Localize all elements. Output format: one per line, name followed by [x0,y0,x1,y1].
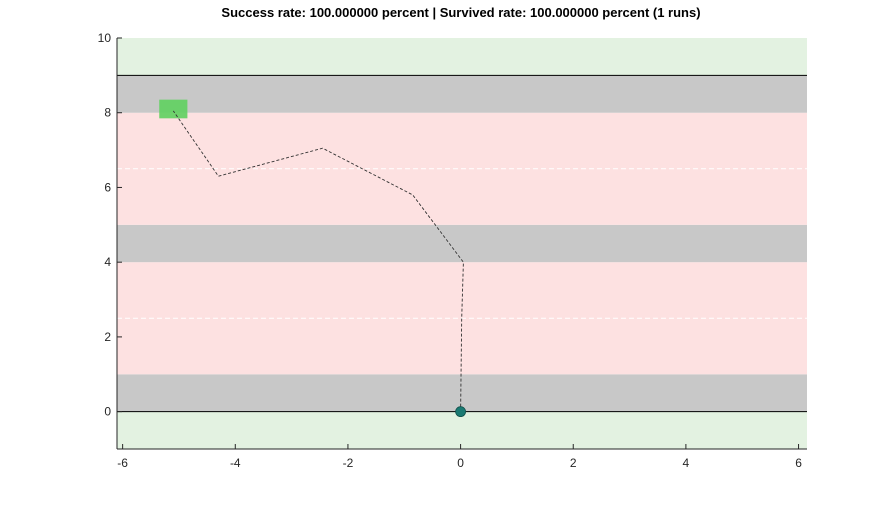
axes: -6 -4 -2 0 2 4 6 0 2 4 6 8 10 [98,31,807,470]
x-tick-label: -6 [117,456,128,470]
goal-marker [159,99,188,119]
y-tick-label: 10 [98,31,112,45]
start-point [455,406,466,418]
x-tick-label: 4 [683,456,690,470]
x-tick-label: 0 [457,456,464,470]
y-tick-label: 4 [104,255,111,269]
y-tick-label: 8 [104,106,111,120]
x-tick-label: 2 [570,456,577,470]
sidewalk-band [117,75,807,113]
background-bands [117,38,807,449]
y-tick-label: 2 [104,330,111,344]
chart-title: Success rate: 100.000000 percent | Survi… [221,5,700,20]
x-tick-label: -4 [230,456,241,470]
safe-zone-band [117,411,807,449]
median-band [117,224,807,263]
x-tick-label: -2 [343,456,354,470]
y-tick-label: 6 [104,180,111,194]
safe-zone-band [117,38,807,76]
plot-marks [159,99,466,418]
y-tick-label: 0 [104,405,111,419]
x-tick-label: 6 [795,456,802,470]
sidewalk-band [117,374,807,412]
